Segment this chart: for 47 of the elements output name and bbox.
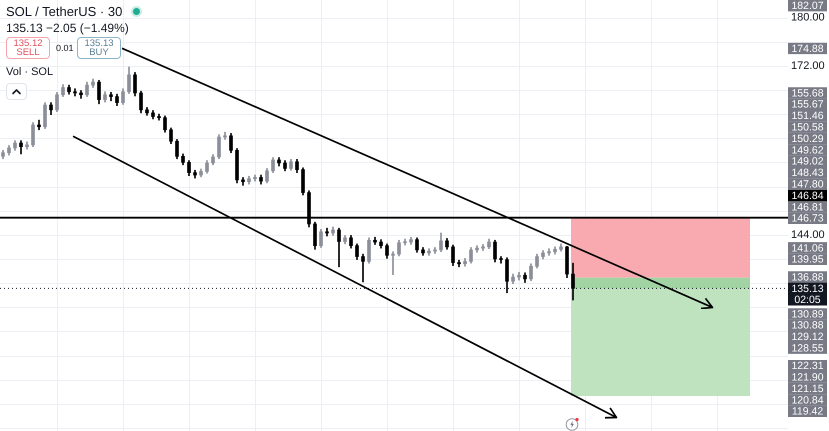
annotation: Vol · SOL [6, 66, 54, 78]
candlestick [223, 132, 227, 140]
text: 151.46 [791, 110, 824, 122]
text: 136.88 [791, 271, 824, 284]
text: 128.55 [791, 342, 824, 355]
annotation: 135.13 [83, 38, 115, 49]
annotation: BUY [88, 47, 110, 58]
text: 174.88 [791, 42, 824, 55]
text: 146.73 [791, 212, 824, 225]
candlestick [73, 88, 77, 96]
text: 129.12 [791, 331, 824, 344]
text: 135.13 −2.05 (−1.49%) [6, 21, 129, 35]
ref-line-label: 135.13 02:05 [791, 282, 824, 306]
text: 155.67 [791, 98, 824, 111]
text: 149.02 [791, 156, 824, 168]
text: 155.68 [791, 87, 824, 100]
text: 150.58 [791, 122, 824, 134]
text: 149.62 [791, 144, 824, 156]
y-tick-label: 144.00 [790, 228, 825, 241]
text: 182.07 [791, 0, 824, 12]
text: 130.88 [791, 320, 824, 332]
y-tick-label: 180.00 [790, 12, 825, 24]
annotation: 135.12 [12, 38, 44, 49]
candlestick [253, 174, 257, 182]
annotation: 0.01 [56, 43, 74, 53]
text: 121.15 [791, 382, 824, 395]
y-tick-label: 172.00 [790, 60, 825, 72]
text: 130.89 [791, 308, 824, 320]
candlestick [499, 256, 503, 264]
text: 119.42 [792, 406, 824, 418]
chart-title: SOL / TetherUS · 30 [6, 4, 122, 19]
text: 120.84 [791, 394, 824, 406]
candlestick [403, 238, 407, 246]
candlestick [361, 254, 365, 282]
candlestick [433, 247, 437, 254]
text: 141.06 [791, 242, 824, 254]
text: 139.95 [791, 254, 824, 266]
text: 121.90 [791, 372, 824, 384]
text: 150.29 [791, 132, 824, 145]
candlestick [325, 228, 329, 236]
text: 122.31 [791, 360, 824, 372]
text: 147.80 [791, 178, 824, 191]
text: 146.81 [791, 201, 824, 214]
annotation: SELL [15, 47, 41, 58]
text: 148.43 [791, 167, 824, 180]
ref-line-label: 146.84 [791, 190, 824, 202]
candlestick [481, 244, 485, 251]
